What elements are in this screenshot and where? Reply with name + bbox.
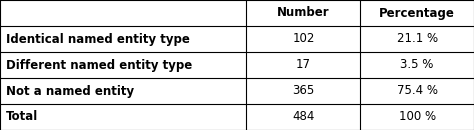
Text: 21.1 %: 21.1 % [397, 32, 438, 46]
Text: Percentage: Percentage [379, 6, 455, 20]
Text: 3.5 %: 3.5 % [401, 58, 434, 72]
Text: 102: 102 [292, 32, 315, 46]
Text: 484: 484 [292, 110, 315, 124]
Text: Identical named entity type: Identical named entity type [6, 32, 190, 46]
Text: Number: Number [277, 6, 330, 20]
Text: 100 %: 100 % [399, 110, 436, 124]
Text: 75.4 %: 75.4 % [397, 84, 438, 98]
Text: Total: Total [6, 110, 38, 124]
Text: Not a named entity: Not a named entity [6, 84, 134, 98]
Text: Different named entity type: Different named entity type [6, 58, 192, 72]
Text: 17: 17 [296, 58, 311, 72]
Text: 365: 365 [292, 84, 314, 98]
